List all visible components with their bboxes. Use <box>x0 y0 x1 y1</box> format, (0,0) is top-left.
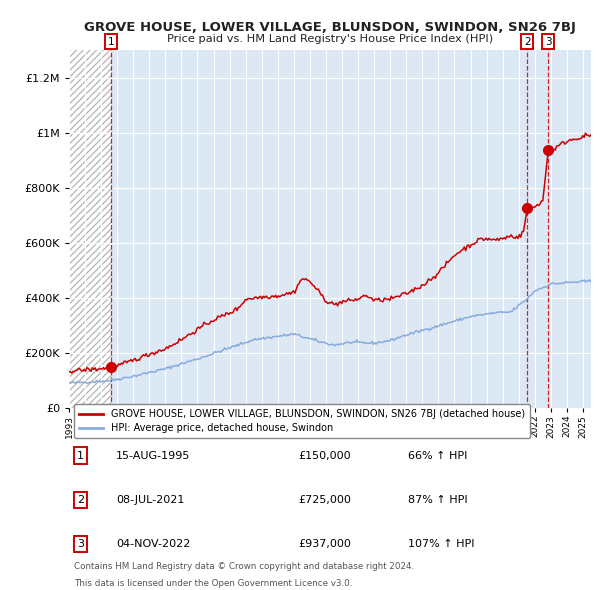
Text: £725,000: £725,000 <box>299 495 352 505</box>
Text: GROVE HOUSE, LOWER VILLAGE, BLUNSDON, SWINDON, SN26 7BJ: GROVE HOUSE, LOWER VILLAGE, BLUNSDON, SW… <box>84 21 576 34</box>
Text: This data is licensed under the Open Government Licence v3.0.: This data is licensed under the Open Gov… <box>74 579 353 588</box>
Text: 3: 3 <box>77 539 84 549</box>
Text: 107% ↑ HPI: 107% ↑ HPI <box>409 539 475 549</box>
Text: Price paid vs. HM Land Registry's House Price Index (HPI): Price paid vs. HM Land Registry's House … <box>167 34 493 44</box>
Text: 66% ↑ HPI: 66% ↑ HPI <box>409 451 467 461</box>
Bar <box>69 50 111 408</box>
Text: 04-NOV-2022: 04-NOV-2022 <box>116 539 190 549</box>
Legend: GROVE HOUSE, LOWER VILLAGE, BLUNSDON, SWINDON, SN26 7BJ (detached house), HPI: A: GROVE HOUSE, LOWER VILLAGE, BLUNSDON, SW… <box>74 404 530 438</box>
Text: 15-AUG-1995: 15-AUG-1995 <box>116 451 190 461</box>
Text: 2: 2 <box>77 495 84 505</box>
Text: 1: 1 <box>108 37 115 47</box>
Text: 1: 1 <box>77 451 84 461</box>
Text: Contains HM Land Registry data © Crown copyright and database right 2024.: Contains HM Land Registry data © Crown c… <box>74 562 415 571</box>
Text: 2: 2 <box>524 37 530 47</box>
Text: 08-JUL-2021: 08-JUL-2021 <box>116 495 184 505</box>
Text: £150,000: £150,000 <box>299 451 352 461</box>
Text: 87% ↑ HPI: 87% ↑ HPI <box>409 495 468 505</box>
Text: 3: 3 <box>545 37 551 47</box>
Text: £937,000: £937,000 <box>299 539 352 549</box>
